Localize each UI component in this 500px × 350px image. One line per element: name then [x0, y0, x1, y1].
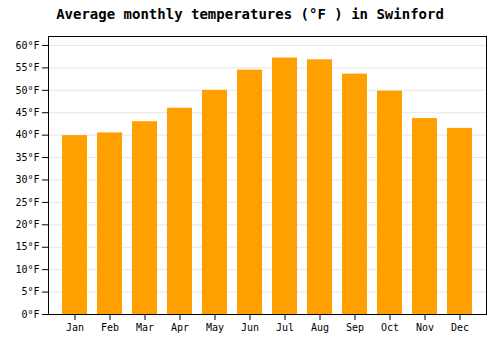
svg-text:Jun: Jun [241, 322, 259, 333]
svg-text:10°F: 10°F [15, 264, 39, 275]
svg-text:60°F: 60°F [15, 40, 39, 51]
svg-text:35°F: 35°F [15, 152, 39, 163]
svg-text:Oct: Oct [381, 322, 399, 333]
svg-text:Dec: Dec [451, 322, 469, 333]
svg-text:15°F: 15°F [15, 241, 39, 252]
svg-text:20°F: 20°F [15, 219, 39, 230]
html-text:Average monthly temperatures (: Average monthly temperatures (°F ) in Sw… [56, 6, 444, 22]
svg-text:50°F: 50°F [15, 85, 39, 96]
svg-text:Mar: Mar [136, 322, 154, 333]
svg-text:0°F: 0°F [21, 309, 39, 320]
svg-text:Sep: Sep [346, 322, 364, 333]
svg-text:Apr: Apr [171, 322, 189, 333]
svg-text:45°F: 45°F [15, 107, 39, 118]
svg-text:30°F: 30°F [15, 174, 39, 185]
svg-text:May: May [206, 322, 224, 333]
svg-text:Jul: Jul [276, 322, 294, 333]
svg-text:Nov: Nov [416, 322, 434, 333]
svg-text:Feb: Feb [101, 322, 119, 333]
svg-text:40°F: 40°F [15, 129, 39, 140]
svg-text:Jan: Jan [66, 322, 84, 333]
svg-text:Aug: Aug [311, 322, 329, 333]
svg-text:5°F: 5°F [21, 286, 39, 297]
svg-text:55°F: 55°F [15, 62, 39, 73]
svg-text:25°F: 25°F [15, 197, 39, 208]
